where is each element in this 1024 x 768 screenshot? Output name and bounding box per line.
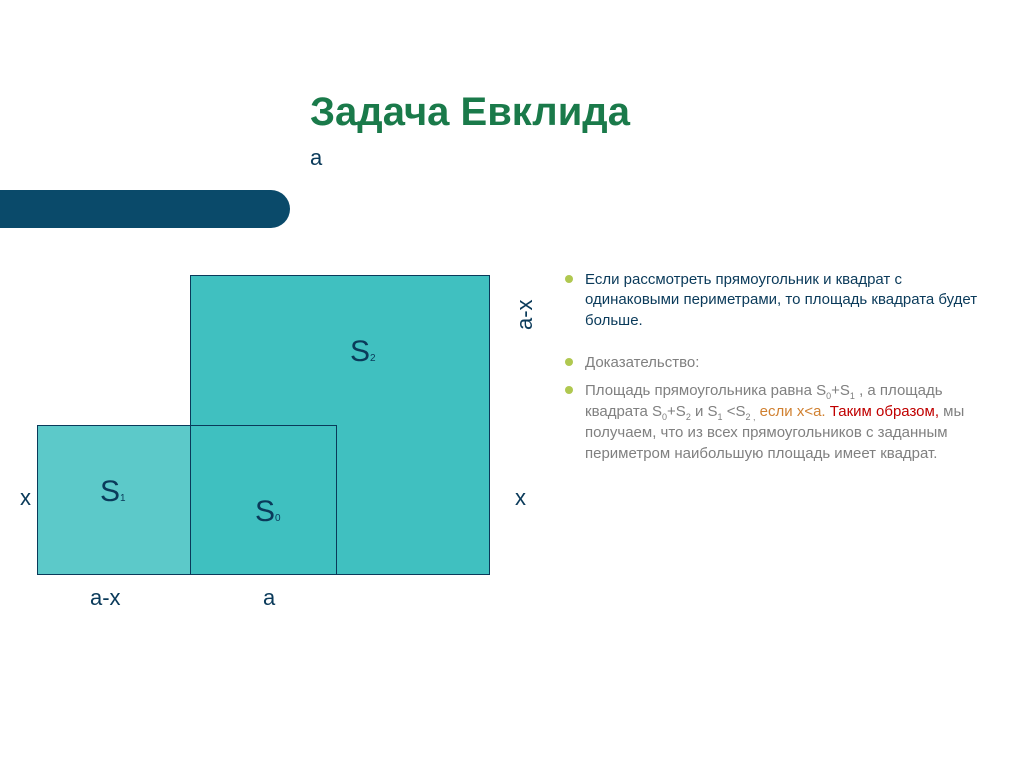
s1-letter: S	[100, 475, 120, 508]
label-a-top: a	[310, 145, 322, 171]
s0-sub: 0	[275, 513, 281, 524]
bullet-icon	[565, 358, 573, 366]
label-s2: S2	[350, 335, 376, 369]
label-s1: S1	[100, 475, 126, 509]
proof-m4: и S	[691, 403, 718, 420]
label-s0: S0	[255, 495, 281, 529]
statement-text: Если рассмотреть прямоугольник и квадрат…	[585, 270, 980, 331]
bullet-icon	[565, 386, 573, 394]
text-block: Если рассмотреть прямоугольник и квадрат…	[565, 270, 980, 472]
proof-m3: +S	[667, 403, 686, 420]
label-a-x-vertical: a-x	[512, 299, 538, 330]
proof-body: Площадь прямоугольника равна S0+S1 , а п…	[585, 381, 980, 464]
bullet-icon	[565, 275, 573, 283]
euclid-diagram: a S2 S1 S0 a-x x x a-x a	[25, 155, 545, 595]
proof-cond: если x<a.	[756, 403, 830, 420]
divider-vertical	[190, 425, 191, 575]
rect-overlay	[37, 425, 337, 575]
slide-title: Задача Евклида	[310, 90, 630, 135]
s0-letter: S	[255, 495, 275, 528]
proof-label: Доказательство:	[585, 353, 699, 373]
s1-sub: 1	[120, 493, 126, 504]
proof-m5: <S	[723, 403, 746, 420]
proof-pre: Площадь прямоугольника равна S	[585, 382, 826, 399]
label-a-x-bottom: a-x	[90, 585, 121, 611]
label-a-bottom: a	[263, 585, 275, 611]
label-x-left: x	[20, 485, 31, 511]
proof-tail: Таким образом,	[830, 403, 939, 420]
proof-m1: +S	[831, 382, 850, 399]
label-x-right: x	[515, 485, 526, 511]
s2-letter: S	[350, 335, 370, 368]
s2-sub: 2	[370, 353, 376, 364]
